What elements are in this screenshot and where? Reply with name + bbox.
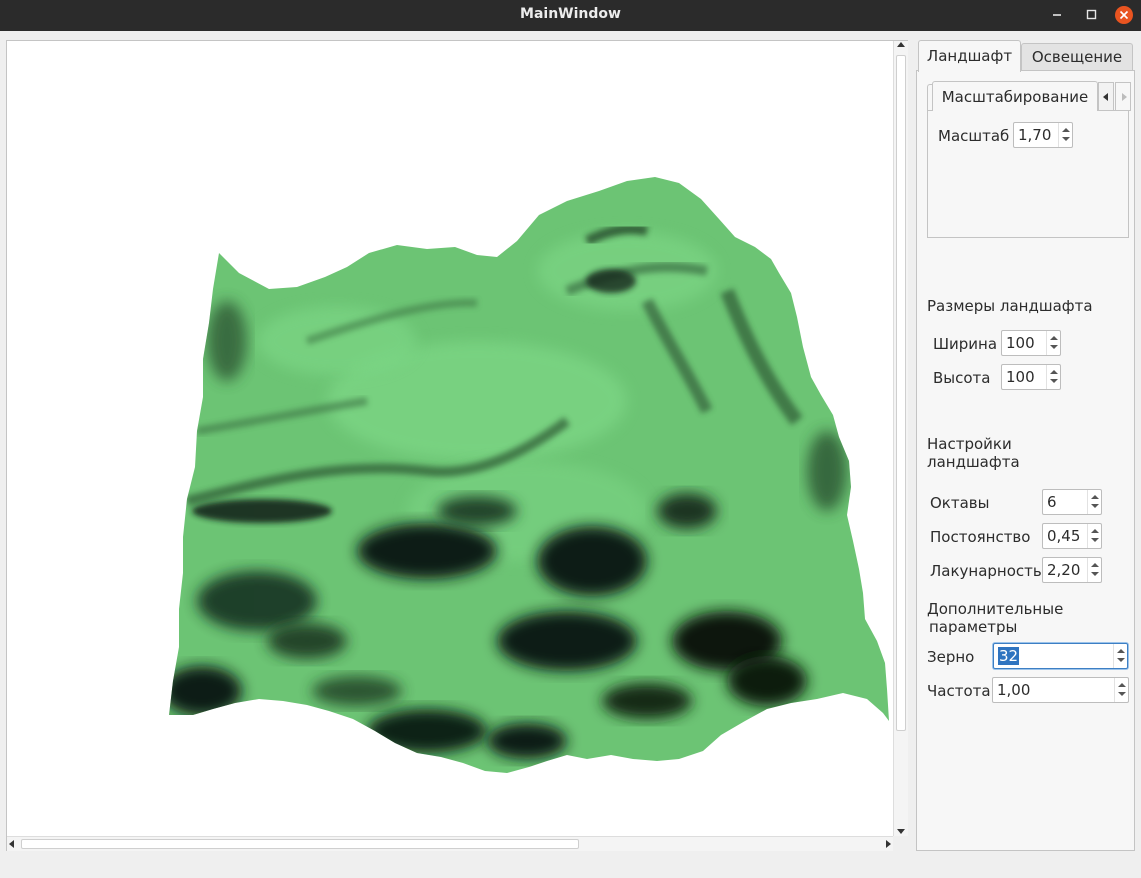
width-value[interactable]: 100: [1006, 334, 1035, 352]
horizontal-scrollbar[interactable]: [7, 836, 893, 851]
settings-heading-line1: Настройки: [927, 435, 1012, 453]
seed-label: Зерно: [927, 648, 975, 666]
scroll-down-icon[interactable]: [897, 829, 905, 834]
height-value[interactable]: 100: [1006, 368, 1035, 386]
octaves-value[interactable]: 6: [1047, 493, 1057, 511]
vertical-scrollbar[interactable]: [893, 41, 908, 836]
scroll-right-icon[interactable]: [886, 840, 891, 848]
persistence-stepper-icon[interactable]: [1087, 524, 1101, 548]
minimize-button[interactable]: [1046, 5, 1068, 25]
tab-landscape[interactable]: Ландшафт: [918, 40, 1021, 72]
height-stepper-icon[interactable]: [1046, 365, 1060, 389]
persistence-spinbox[interactable]: 0,45: [1042, 523, 1102, 549]
terrain-render: [169, 177, 889, 773]
window-title: MainWindow: [520, 6, 621, 22]
height-label: Высота: [933, 369, 991, 387]
subtab-scroll-right-button[interactable]: [1115, 82, 1131, 111]
frequency-label: Частота: [927, 682, 991, 700]
persistence-value[interactable]: 0,45: [1047, 527, 1081, 545]
close-button[interactable]: [1113, 5, 1135, 25]
subtab-edge: [927, 84, 933, 111]
lacunarity-stepper-icon[interactable]: [1087, 558, 1101, 582]
frequency-spinbox[interactable]: 1,00: [992, 677, 1129, 703]
frequency-stepper-icon[interactable]: [1114, 678, 1128, 702]
settings-panel: Ландшафт Освещение Масштабирование Масшт…: [916, 40, 1135, 851]
scroll-left-icon[interactable]: [9, 840, 14, 848]
subtab-scroll-buttons: [1098, 82, 1132, 111]
octaves-label: Октавы: [930, 494, 990, 512]
width-stepper-icon[interactable]: [1046, 331, 1060, 355]
octaves-spinbox[interactable]: 6: [1042, 489, 1102, 515]
terrain-viewport[interactable]: [6, 40, 908, 851]
lacunarity-label: Лакунарность: [930, 562, 1042, 580]
width-label: Ширина: [933, 335, 998, 353]
scroll-corner: [893, 836, 908, 851]
maximize-icon: [1086, 9, 1097, 20]
maximize-button[interactable]: [1080, 5, 1102, 25]
subtab-scroll-left-button[interactable]: [1098, 82, 1114, 111]
persistence-label: Постоянство: [930, 528, 1031, 546]
settings-heading-line2: ландшафта: [927, 453, 1020, 471]
extra-heading-line2: параметры: [929, 618, 1018, 636]
frequency-value[interactable]: 1,00: [997, 681, 1031, 699]
chevron-right-icon: [1122, 93, 1127, 101]
scroll-up-icon[interactable]: [897, 42, 905, 47]
chevron-left-icon: [1103, 93, 1108, 101]
width-spinbox[interactable]: 100: [1001, 330, 1061, 356]
minimize-icon: [1053, 14, 1061, 16]
extra-heading-line1: Дополнительные: [927, 600, 1064, 618]
scale-label: Масштаб: [938, 127, 1010, 145]
height-spinbox[interactable]: 100: [1001, 364, 1061, 390]
status-bar: [0, 856, 1141, 878]
close-icon: [1115, 6, 1133, 24]
scale-spinbox[interactable]: 1,70: [1013, 122, 1073, 148]
lacunarity-value[interactable]: 2,20: [1047, 561, 1081, 579]
scale-stepper-icon[interactable]: [1058, 123, 1072, 147]
seed-value[interactable]: 32: [998, 647, 1020, 665]
octaves-stepper-icon[interactable]: [1087, 490, 1101, 514]
lacunarity-spinbox[interactable]: 2,20: [1042, 557, 1102, 583]
subtab-scaling[interactable]: Масштабирование: [932, 81, 1098, 111]
vertical-scroll-thumb[interactable]: [896, 55, 906, 731]
scale-value[interactable]: 1,70: [1018, 126, 1052, 144]
seed-stepper-icon[interactable]: [1113, 644, 1127, 668]
seed-spinbox[interactable]: 32: [993, 643, 1128, 669]
horizontal-scroll-thumb[interactable]: [21, 839, 579, 849]
title-bar: MainWindow: [0, 0, 1141, 31]
tab-lighting[interactable]: Освещение: [1021, 43, 1133, 70]
dimensions-heading: Размеры ландшафта: [927, 297, 1093, 315]
